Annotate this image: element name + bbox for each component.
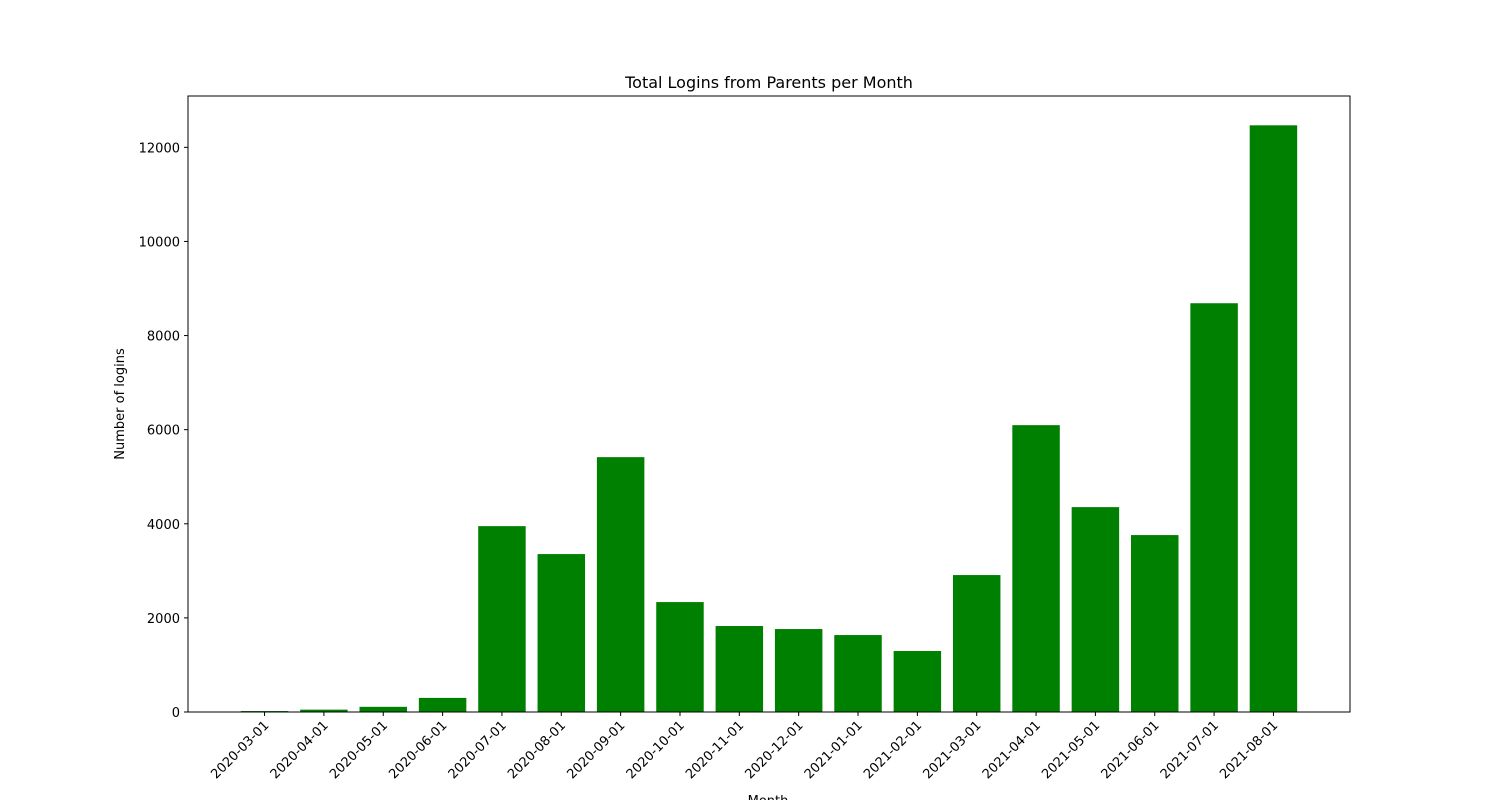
y-tick-label: 2000 (147, 612, 180, 627)
bar (893, 651, 942, 712)
x-tick-label: 2021-04-01 (980, 718, 1044, 782)
x-tick-label: 2021-05-01 (1039, 718, 1103, 782)
bar (596, 457, 645, 712)
x-tick-label: 2021-08-01 (1217, 718, 1281, 782)
bar (715, 626, 764, 712)
y-tick-label: 10000 (139, 235, 180, 250)
bar (478, 526, 526, 712)
bar (418, 697, 467, 712)
bar (1190, 303, 1238, 712)
y-tick-label: 12000 (139, 141, 180, 156)
bar (1012, 425, 1060, 712)
x-tick-label: 2021-07-01 (1158, 718, 1222, 782)
y-axis-label: Number of logins (113, 348, 128, 460)
bar (537, 554, 586, 712)
bar (359, 706, 407, 712)
bar (1249, 125, 1298, 712)
x-tick-label: 2020-03-01 (208, 718, 272, 782)
chart-title: Total Logins from Parents per Month (624, 73, 913, 92)
x-tick-label: 2020-06-01 (386, 718, 450, 782)
bar (1131, 535, 1179, 712)
x-axis-label: Month (748, 794, 789, 800)
x-tick-label: 2020-10-01 (624, 718, 688, 782)
y-tick-label: 6000 (147, 424, 180, 439)
bar (834, 635, 882, 712)
x-tick-label: 2020-12-01 (742, 718, 806, 782)
bar (952, 575, 1001, 712)
x-tick-label: 2020-09-01 (564, 718, 628, 782)
x-tick-label: 2021-06-01 (1099, 718, 1163, 782)
y-tick-label: 8000 (147, 330, 180, 345)
x-tick-label: 2020-07-01 (446, 718, 510, 782)
x-tick-label: 2020-04-01 (268, 718, 332, 782)
plot-frame (187, 95, 1351, 713)
y-tick-label: 0 (172, 706, 180, 721)
bar (1071, 507, 1120, 712)
x-tick-label: 2020-11-01 (683, 718, 747, 782)
x-tick-label: 2020-08-01 (505, 718, 569, 782)
y-tick-label: 4000 (147, 518, 180, 533)
bar (656, 602, 704, 712)
x-tick-label: 2021-02-01 (861, 718, 925, 782)
x-tick-label: 2021-03-01 (921, 718, 985, 782)
bar (300, 709, 348, 712)
bar (774, 629, 823, 712)
x-tick-label: 2020-05-01 (327, 718, 391, 782)
x-tick-label: 2021-01-01 (802, 718, 866, 782)
